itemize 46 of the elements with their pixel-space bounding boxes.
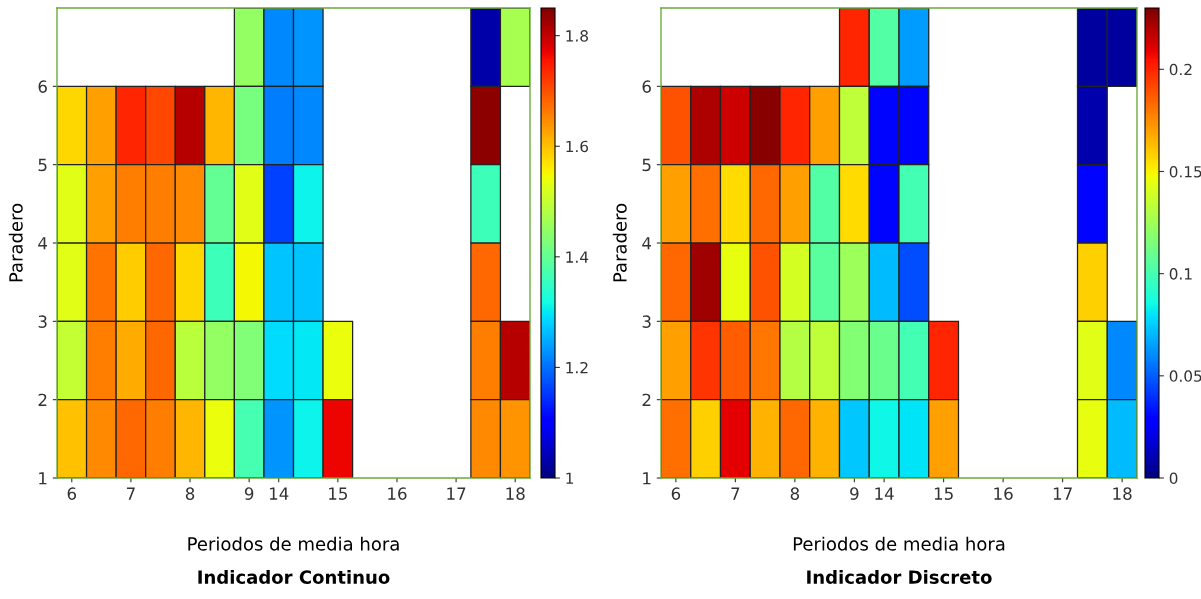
y-tick-label: 5	[38, 158, 47, 172]
y-axis-title: Paradero	[612, 203, 627, 282]
color-bar-label: 0.1	[1169, 268, 1192, 280]
y-tick-label: 3	[38, 315, 47, 328]
x-tick-label: 6	[671, 487, 681, 500]
y-tick-label: 1	[643, 472, 651, 485]
x-axis-title: Periodos de media hora	[188, 536, 399, 551]
y-tick-label: 6	[38, 80, 47, 93]
x-tick-label: 8	[790, 487, 800, 500]
x-axis-title: Periodos de media hora	[793, 536, 1005, 551]
text: Indicador Continuo	[198, 569, 390, 584]
color-bar-label: 1	[566, 472, 574, 484]
x-tick-label: 17	[447, 487, 466, 500]
y-tick-label: 3	[642, 315, 651, 328]
color-bar-label: 0.15	[1169, 165, 1201, 178]
y-tick-label: 1	[39, 472, 47, 485]
y-tick-label: 2	[642, 393, 651, 406]
x-tick-label: 16	[994, 487, 1013, 500]
x-tick-label: 18	[506, 487, 525, 500]
x-tick-label: 6	[67, 487, 77, 500]
x-tick-label: 7	[731, 487, 740, 500]
x-tick-label: 9	[244, 487, 254, 500]
text: Indicador Discreto	[807, 569, 992, 584]
color-bar-label: 1.6	[566, 140, 589, 153]
color-bar-label: 0	[1169, 472, 1178, 485]
x-tick-label: 9	[850, 487, 859, 500]
x-tick-label: 14	[875, 487, 894, 500]
y-tick-label: 4	[642, 237, 652, 250]
y-tick-label: 5	[642, 158, 651, 172]
x-tick-label: 8	[185, 487, 195, 500]
x-tick-label: 15	[329, 487, 347, 500]
x-tick-label: 15	[934, 487, 953, 500]
y-tick-label: 4	[38, 237, 48, 250]
color-bar-label: 0.2	[1169, 63, 1192, 76]
y-axis-title: Paradero	[8, 203, 23, 282]
x-tick-label: 17	[1053, 487, 1072, 500]
x-tick-label: 16	[388, 487, 407, 500]
x-tick-label: 18	[1113, 487, 1132, 500]
x-tick-label: 14	[269, 487, 289, 500]
x-tick-label: 7	[126, 487, 135, 500]
y-tick-label: 6	[642, 80, 651, 93]
color-bar-label: 0.05	[1169, 370, 1201, 382]
color-bar-label: 1.2	[566, 361, 588, 374]
color-bar-label: 1.4	[566, 251, 589, 263]
color-bar-label: 1.8	[566, 30, 588, 42]
y-tick-label: 2	[38, 393, 47, 406]
